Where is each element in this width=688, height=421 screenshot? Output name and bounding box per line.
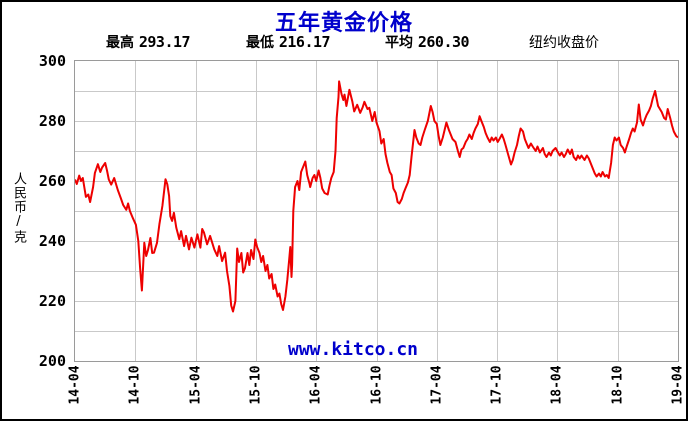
y-tick-label: 300: [38, 52, 66, 70]
x-tick-label: 15-04: [188, 365, 204, 405]
kitco-watermark: www.kitco.cn: [287, 339, 419, 360]
gridlines: [75, 61, 678, 361]
x-tick-label: 15-10: [248, 365, 264, 405]
x-tick-label: 17-04: [429, 365, 445, 405]
stats-row: 最高 293.17 最低 216.17 平均 260.30 纽约收盘价: [2, 32, 686, 52]
x-tick-label: 19-04: [670, 365, 686, 405]
price-line-chart: [75, 61, 678, 361]
stat-low: 最低 216.17: [246, 32, 331, 52]
y-tick-label: 220: [38, 292, 66, 310]
x-tick-label: 17-10: [489, 365, 505, 405]
y-axis-title: 人民币/克: [11, 172, 26, 244]
x-tick-label: 16-10: [369, 365, 384, 405]
price-source-note: 纽约收盘价: [529, 35, 599, 51]
y-tick-label: 260: [38, 172, 66, 190]
stat-high-value: 293.17: [138, 33, 191, 51]
price-line-series: [75, 80, 678, 313]
y-tick-label: 200: [38, 352, 66, 370]
y-tick-label: 280: [38, 112, 66, 130]
stat-low-value: 216.17: [278, 33, 331, 51]
plot-area: [74, 60, 679, 362]
y-tick-label: 240: [38, 232, 66, 250]
stat-high-label: 最高: [106, 35, 134, 51]
stat-avg-label: 平均: [385, 35, 413, 51]
x-tick-label: 16-04: [308, 365, 324, 405]
x-tick-label: 14-04: [67, 365, 83, 405]
x-tick-label: 18-04: [549, 365, 565, 405]
stat-avg: 平均 260.30: [385, 32, 470, 52]
x-tick-label: 14-10: [127, 365, 143, 405]
stat-low-label: 最低: [246, 35, 274, 51]
stat-high: 最高 293.17: [106, 32, 191, 52]
x-tick-label: 18-10: [610, 365, 626, 405]
chart-title: 五年黄金价格: [274, 11, 413, 36]
stat-avg-value: 260.30: [417, 33, 470, 51]
